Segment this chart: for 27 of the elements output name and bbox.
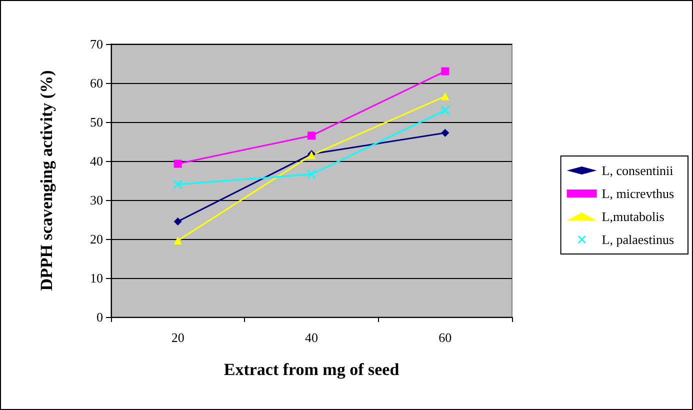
point bbox=[307, 170, 316, 179]
y-axis-title: DPPH scavenging activity (%) bbox=[37, 70, 56, 291]
y-tick-label: 70 bbox=[90, 36, 103, 52]
y-tick-label: 20 bbox=[90, 232, 103, 246]
legend-label: L, palaestinus bbox=[602, 232, 674, 247]
point bbox=[308, 132, 316, 140]
x-tick-label: 20 bbox=[171, 330, 184, 345]
legend-label: L, consentinii bbox=[602, 163, 674, 178]
x-tick-label: 40 bbox=[305, 330, 318, 345]
point bbox=[441, 92, 450, 100]
legend-label: L,mutabolis bbox=[602, 209, 664, 224]
point bbox=[174, 160, 182, 168]
point bbox=[173, 180, 182, 189]
y-tick-label: 60 bbox=[90, 76, 103, 90]
point bbox=[174, 217, 182, 226]
point bbox=[441, 128, 450, 137]
point bbox=[441, 67, 450, 76]
y-tick-label: 10 bbox=[90, 270, 103, 286]
x-tick-label: 60 bbox=[438, 330, 452, 345]
y-tick-label: 50 bbox=[90, 114, 103, 130]
point bbox=[174, 236, 182, 245]
y-tick-label: 0 bbox=[96, 310, 103, 324]
x-axis-title: Extract from mg of seed bbox=[224, 360, 400, 379]
point bbox=[440, 106, 450, 115]
legend-label: L, micrevthus bbox=[602, 186, 674, 201]
y-tick-label: 40 bbox=[90, 154, 103, 168]
y-tick-label: 30 bbox=[90, 192, 103, 208]
